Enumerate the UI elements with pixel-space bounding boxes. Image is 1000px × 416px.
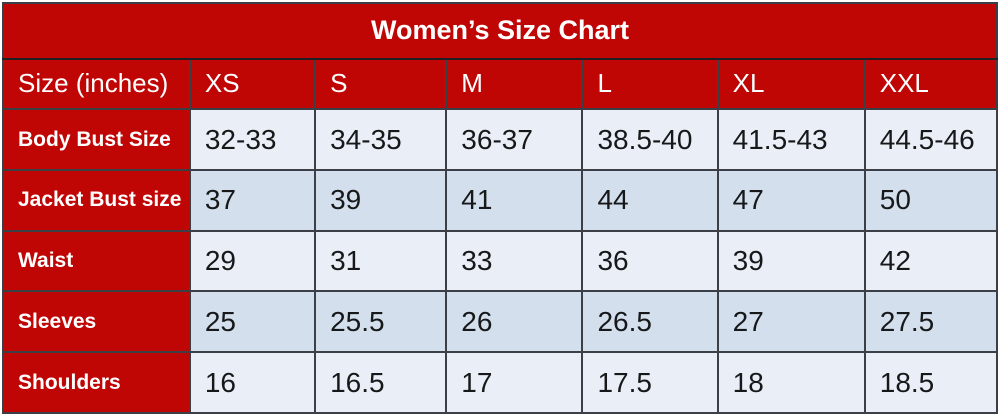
table-cell: 44: [581, 169, 719, 232]
column-header-m: M: [445, 57, 584, 111]
table-cell: 17: [445, 351, 584, 414]
table-cell: 26: [445, 290, 584, 354]
table-cell: 36: [581, 229, 719, 293]
table-header-row: Size (inches) XS S M L XL XXL: [2, 57, 999, 111]
column-header-xs: XS: [188, 57, 317, 111]
row-label: Body Bust Size: [2, 108, 191, 172]
table-cell: 18.5: [863, 351, 999, 414]
table-title-row: Women’s Size Chart: [2, 2, 998, 60]
table-cell: 25: [188, 290, 317, 354]
table-cell: 29: [188, 229, 317, 293]
table-cell: 44.5-46: [863, 108, 999, 172]
table-cell: 26.5: [581, 290, 719, 354]
table-cell: 41: [445, 169, 584, 232]
table-cell: 42: [863, 229, 999, 293]
table-cell: 37: [188, 169, 317, 232]
table-row-body-bust-size: Body Bust Size 32-33 34-35 36-37 38.5-40…: [2, 108, 999, 172]
column-header-xxl: XXL: [863, 57, 999, 111]
table-row-sleeves: Sleeves 25 25.5 26 26.5 27 27.5: [2, 290, 999, 354]
table-cell: 34-35: [314, 108, 448, 172]
table-row-waist: Waist 29 31 33 36 39 42: [2, 229, 999, 293]
table-cell: 16: [188, 351, 317, 414]
table-row-shoulders: Shoulders 16 16.5 17 17.5 18 18.5: [2, 351, 999, 414]
table-cell: 39: [314, 169, 448, 232]
table-cell: 31: [314, 229, 448, 293]
table-cell: 25.5: [314, 290, 448, 354]
table-cell: 16.5: [314, 351, 448, 414]
table-cell: 38.5-40: [581, 108, 719, 172]
row-label: Sleeves: [2, 290, 191, 354]
column-header-size-inches: Size (inches): [2, 57, 191, 111]
table-cell: 47: [716, 169, 866, 232]
table-cell: 27: [716, 290, 866, 354]
table-cell: 32-33: [188, 108, 317, 172]
table-cell: 17.5: [581, 351, 719, 414]
table-cell: 27.5: [863, 290, 999, 354]
row-label: Waist: [2, 229, 191, 293]
row-label: Jacket Bust size: [2, 169, 191, 232]
column-header-xl: XL: [716, 57, 866, 111]
table-cell: 33: [445, 229, 584, 293]
page-title: Women’s Size Chart: [2, 2, 998, 60]
table-cell: 39: [716, 229, 866, 293]
row-label: Shoulders: [2, 351, 191, 414]
table-cell: 36-37: [445, 108, 584, 172]
table-cell: 41.5-43: [716, 108, 866, 172]
table-cell: 18: [716, 351, 866, 414]
table-row-jacket-bust-size: Jacket Bust size 37 39 41 44 47 50: [2, 169, 999, 232]
table-cell: 50: [863, 169, 999, 232]
column-header-s: S: [314, 57, 448, 111]
column-header-l: L: [581, 57, 719, 111]
